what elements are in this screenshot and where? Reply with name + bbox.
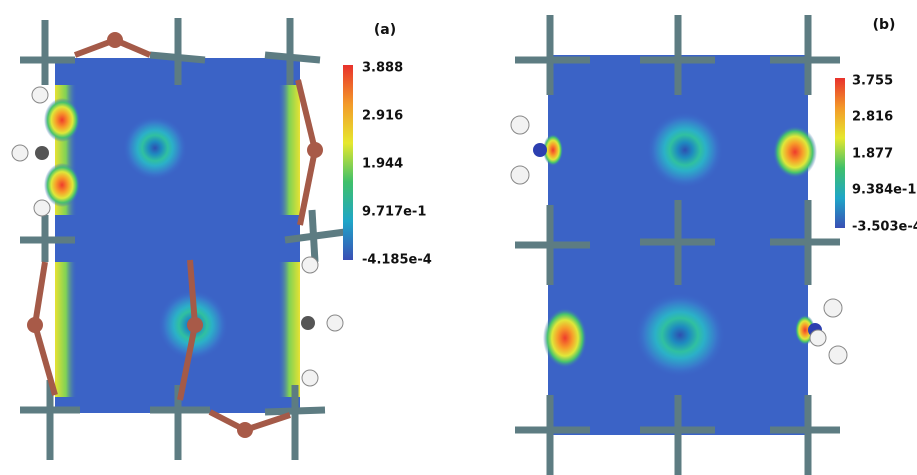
field-region [635, 293, 725, 377]
atom [301, 256, 319, 274]
bond-stick [308, 209, 319, 263]
field-region [44, 163, 80, 207]
panel-label: (b) [873, 17, 896, 33]
colorbar-tick-label: 9.384e-1 [852, 183, 916, 198]
atom [301, 316, 315, 330]
colorbar-b [835, 78, 845, 228]
atom [533, 143, 547, 157]
atom [11, 144, 29, 162]
atom [307, 142, 323, 158]
atom [828, 345, 848, 365]
field-region [647, 112, 723, 188]
atom [27, 317, 43, 333]
field-region [278, 262, 300, 397]
panel-label: (a) [374, 22, 396, 38]
atom [33, 199, 51, 217]
atom [510, 165, 530, 185]
bond-stick [177, 324, 198, 401]
colorbar-tick-label: 2.816 [852, 110, 893, 125]
atoms-a [11, 18, 346, 460]
colorbar-tick-label: -3.503e-4 [852, 220, 917, 235]
atom [237, 422, 253, 438]
atom [301, 369, 319, 387]
bond-stick [295, 79, 318, 151]
atom [326, 314, 344, 332]
panel-b: (b) 3.755 2.816 1.877 9.384e-1 -3.503e-4 [510, 15, 917, 475]
colorbar-tick-label: 3.888 [362, 61, 403, 76]
colorbar-tick-label: -4.185e-4 [362, 253, 432, 268]
atom [823, 298, 843, 318]
field-region [543, 134, 563, 166]
atoms-b [510, 15, 848, 475]
panel-a: (a) 3.888 2.916 1.944 9.717e-1 -4.185e-4 [11, 18, 432, 460]
colorbar-a [343, 65, 353, 260]
atom [31, 86, 49, 104]
field-region [773, 126, 817, 178]
bond-stick [32, 324, 58, 396]
colorbar-tick-label: 2.916 [362, 109, 403, 124]
bond-stick [32, 261, 48, 326]
atom [809, 329, 827, 347]
atom [510, 115, 530, 135]
atom [187, 317, 203, 333]
colorbar-tick-label: 1.944 [362, 157, 403, 172]
bond-stick [297, 149, 318, 226]
atom [35, 146, 49, 160]
field-region [278, 85, 300, 215]
bond-stick [187, 259, 198, 326]
field-region [123, 116, 187, 180]
field-region [44, 98, 80, 142]
colorbar-tick-label: 3.755 [852, 74, 893, 89]
colorbar-tick-label: 1.877 [852, 147, 893, 162]
atom [107, 32, 123, 48]
colorbar-tick-label: 9.717e-1 [362, 205, 426, 220]
field-region [543, 308, 587, 368]
field-region [55, 262, 77, 397]
map-a [55, 58, 300, 413]
